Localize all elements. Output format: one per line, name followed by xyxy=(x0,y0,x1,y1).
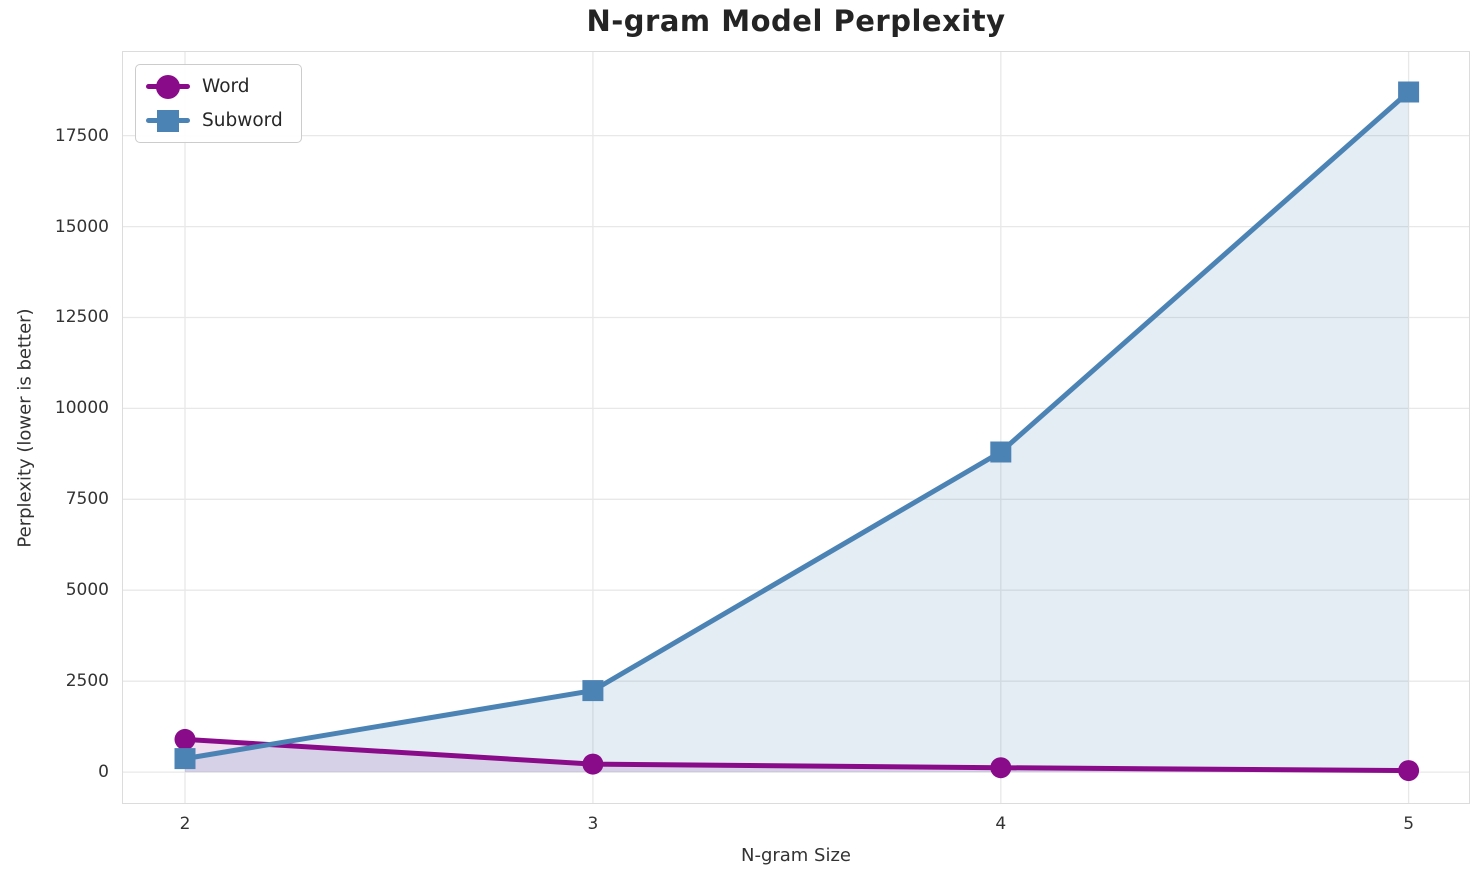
legend-label-word: Word xyxy=(202,76,250,97)
x-tick-label-4: 4 xyxy=(995,814,1007,834)
plot-canvas xyxy=(123,52,1469,803)
subword-marker-x3 xyxy=(582,680,604,702)
word-series-marker-icon xyxy=(146,74,190,100)
legend-label-subword: Subword xyxy=(202,110,283,131)
y-tick-label-0: 0 xyxy=(98,762,109,783)
word-marker-x3 xyxy=(582,753,604,775)
subword-marker-x4 xyxy=(990,441,1012,463)
legend-item-word: Word xyxy=(146,72,283,101)
y-axis-label: Perplexity (lower is better) xyxy=(14,308,36,548)
y-tick-label-12500: 12500 xyxy=(54,307,109,328)
y-tick-label-2500: 2500 xyxy=(65,671,109,692)
chart-title: N-gram Model Perplexity xyxy=(586,4,1006,38)
y-tick-label-17500: 17500 xyxy=(54,125,109,146)
subword-marker-x5 xyxy=(1398,81,1420,103)
word-marker-x4 xyxy=(990,757,1012,779)
word-marker-x2 xyxy=(174,728,196,750)
word-line xyxy=(182,736,1412,774)
subword-area-fill xyxy=(185,92,1409,773)
x-tick-label-5: 5 xyxy=(1403,814,1415,834)
word-area-fill xyxy=(185,739,1409,773)
legend-item-subword: Subword xyxy=(146,106,283,135)
subword-line xyxy=(182,89,1412,762)
word-marker-x5 xyxy=(1398,760,1420,782)
legend: Word Subword xyxy=(135,64,302,143)
x-tick-label-2: 2 xyxy=(179,814,191,834)
subword-series-marker-icon xyxy=(146,108,190,134)
subword-marker-x2 xyxy=(174,748,196,770)
x-tick-label-3: 3 xyxy=(587,814,599,834)
y-tick-label-5000: 5000 xyxy=(65,580,109,601)
y-tick-label-7500: 7500 xyxy=(65,489,109,510)
x-axis-label: N-gram Size xyxy=(740,845,852,866)
y-tick-label-15000: 15000 xyxy=(54,216,109,237)
y-tick-label-10000: 10000 xyxy=(54,398,109,419)
